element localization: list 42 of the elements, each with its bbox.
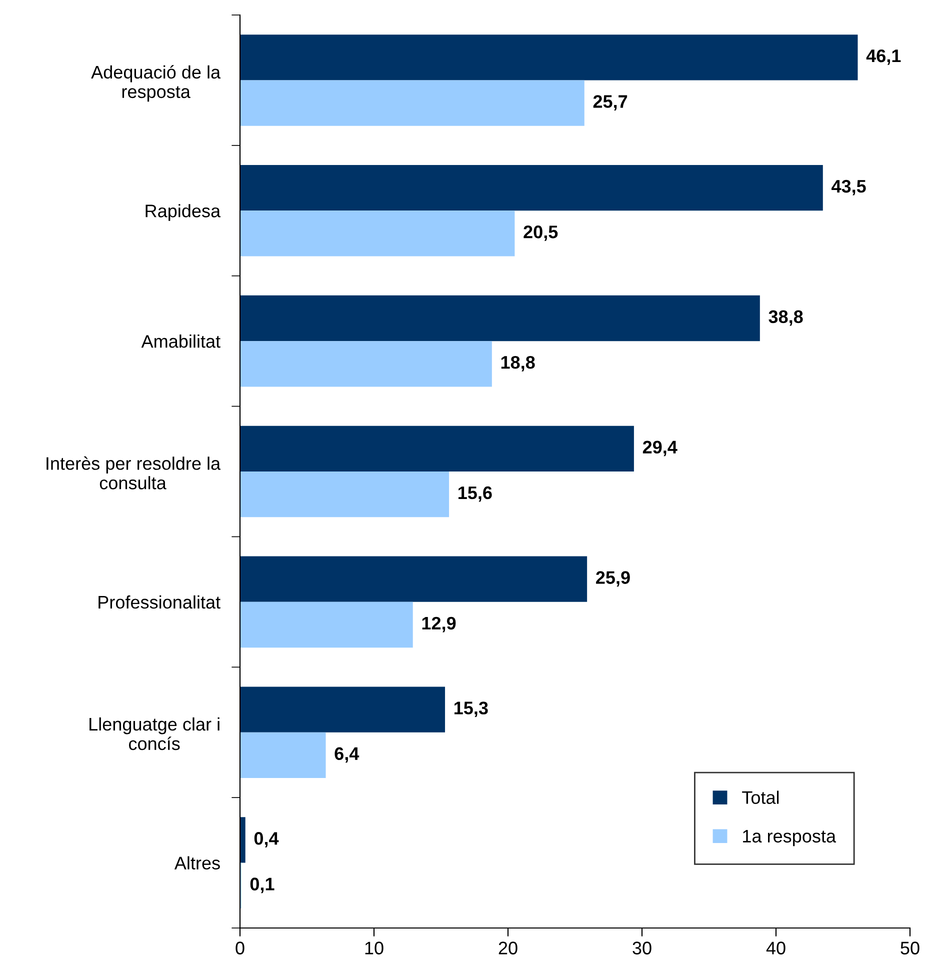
bar <box>240 472 450 518</box>
y-tick-label: Llenguatge clar i concís <box>90 717 220 750</box>
bar <box>240 164 823 211</box>
bar <box>240 80 584 126</box>
data-label: 6,4 <box>334 747 360 763</box>
data-label: 25,7 <box>593 95 628 111</box>
bar <box>240 210 515 256</box>
bar <box>240 732 326 778</box>
y-tick-label: Adequació de la resposta <box>91 65 221 102</box>
data-label: 43,5 <box>832 180 866 196</box>
y-tick-label: Interès per resoldre la consulta <box>46 456 221 490</box>
data-label: 15,3 <box>454 702 488 717</box>
bar <box>240 34 858 80</box>
legend-label: Total <box>742 790 779 804</box>
data-label: 29,4 <box>642 440 678 456</box>
y-tick-label: Altres <box>174 856 220 870</box>
y-tick-label: Professionalitat <box>98 595 220 609</box>
data-label: 46,1 <box>866 49 901 65</box>
x-tick-label: 10 <box>365 942 384 954</box>
bar <box>240 295 760 342</box>
data-label: 12,9 <box>422 616 456 632</box>
x-tick-label: 30 <box>632 942 652 954</box>
bar <box>240 341 492 387</box>
x-tick-label: 40 <box>766 942 786 954</box>
bar <box>240 686 446 732</box>
bar <box>240 426 634 472</box>
data-label: 15,6 <box>458 486 492 502</box>
bar <box>240 556 588 602</box>
bar <box>240 602 413 648</box>
data-label: 0,4 <box>254 832 279 848</box>
x-tick-label: 50 <box>900 942 920 954</box>
data-label: 0,1 <box>250 878 274 894</box>
x-tick-label: 20 <box>498 942 518 954</box>
data-label: 25,9 <box>596 571 630 587</box>
y-tick-label: Rapidesa <box>146 204 221 221</box>
data-label: 20,5 <box>524 226 558 241</box>
data-label: 38,8 <box>768 310 803 326</box>
bar <box>240 817 246 863</box>
y-tick-label: Amabilitat <box>141 334 220 348</box>
data-label: 18,8 <box>501 356 535 372</box>
legend-label: 1a resposta <box>743 830 836 846</box>
x-tick-label: 0 <box>236 942 244 954</box>
